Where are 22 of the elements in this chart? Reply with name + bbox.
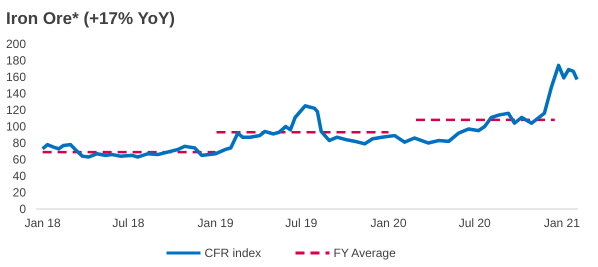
x-tick-label: Jul 19 xyxy=(285,216,318,230)
y-tick-label: 200 xyxy=(6,37,26,52)
y-tick-label: 160 xyxy=(6,70,26,84)
x-tick-label: Jan 19 xyxy=(198,216,234,230)
x-tick-label: Jan 18 xyxy=(24,216,61,230)
y-tick-label: 60 xyxy=(12,152,26,167)
x-tick-label: Jan 20 xyxy=(370,216,407,230)
x-tick-label: Jan 21 xyxy=(544,216,580,230)
legend-label: FY Average xyxy=(334,246,396,260)
x-tick-label: Jul 20 xyxy=(458,216,492,230)
y-tick-label: 140 xyxy=(6,86,26,101)
y-tick-label: 0 xyxy=(19,202,26,216)
legend-label: CFR index xyxy=(204,246,262,260)
y-tick-label: 80 xyxy=(12,136,26,150)
y-tick-label: 40 xyxy=(12,169,26,184)
line-series xyxy=(40,64,579,159)
y-tick-label: 120 xyxy=(6,103,26,118)
y-tick-label: 100 xyxy=(6,120,26,134)
x-tick-label: Jul 18 xyxy=(112,216,145,230)
chart-title: Iron Ore* (+17% YoY) xyxy=(6,9,175,28)
y-tick-label: 180 xyxy=(6,54,26,68)
y-tick-label: 20 xyxy=(12,186,26,200)
